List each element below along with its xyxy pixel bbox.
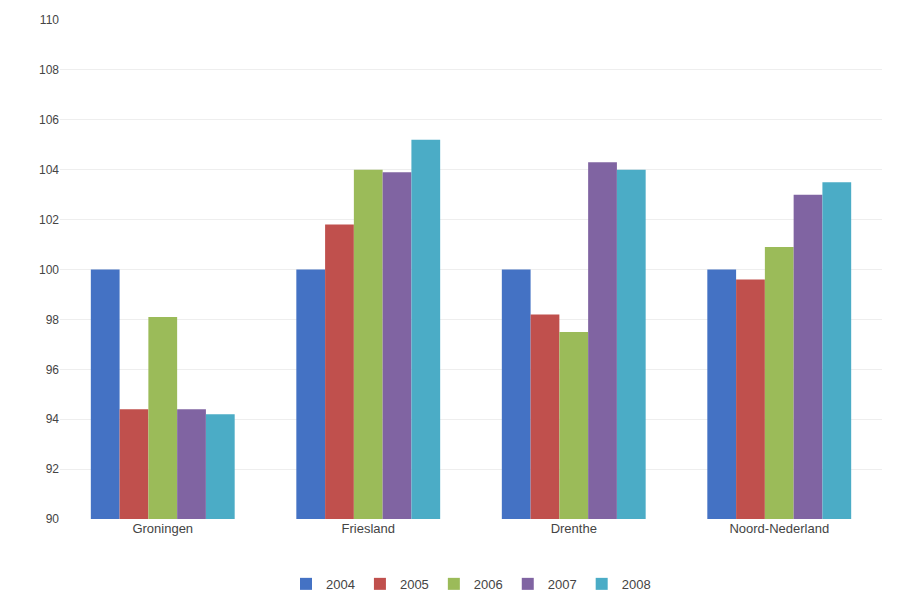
svg-text:Noord-Nederland: Noord-Nederland: [729, 521, 829, 536]
svg-text:110: 110: [40, 13, 59, 27]
svg-text:90: 90: [46, 512, 60, 526]
svg-text:92: 92: [46, 462, 60, 476]
svg-text:Drenthe: Drenthe: [551, 521, 597, 536]
svg-text:94: 94: [46, 412, 60, 426]
svg-text:104: 104: [39, 163, 59, 177]
svg-text:100: 100: [39, 263, 59, 277]
svg-text:Groningen: Groningen: [132, 521, 193, 536]
svg-text:96: 96: [46, 363, 60, 377]
svg-text:2005: 2005: [400, 577, 429, 592]
svg-text:Friesland: Friesland: [342, 521, 395, 536]
svg-text:108: 108: [39, 63, 59, 77]
svg-text:2006: 2006: [474, 577, 503, 592]
svg-text:98: 98: [46, 313, 60, 327]
svg-text:106: 106: [39, 113, 59, 127]
svg-text:2008: 2008: [622, 577, 651, 592]
svg-text:102: 102: [39, 213, 59, 227]
svg-text:2007: 2007: [548, 577, 577, 592]
svg-text:2004: 2004: [326, 577, 355, 592]
